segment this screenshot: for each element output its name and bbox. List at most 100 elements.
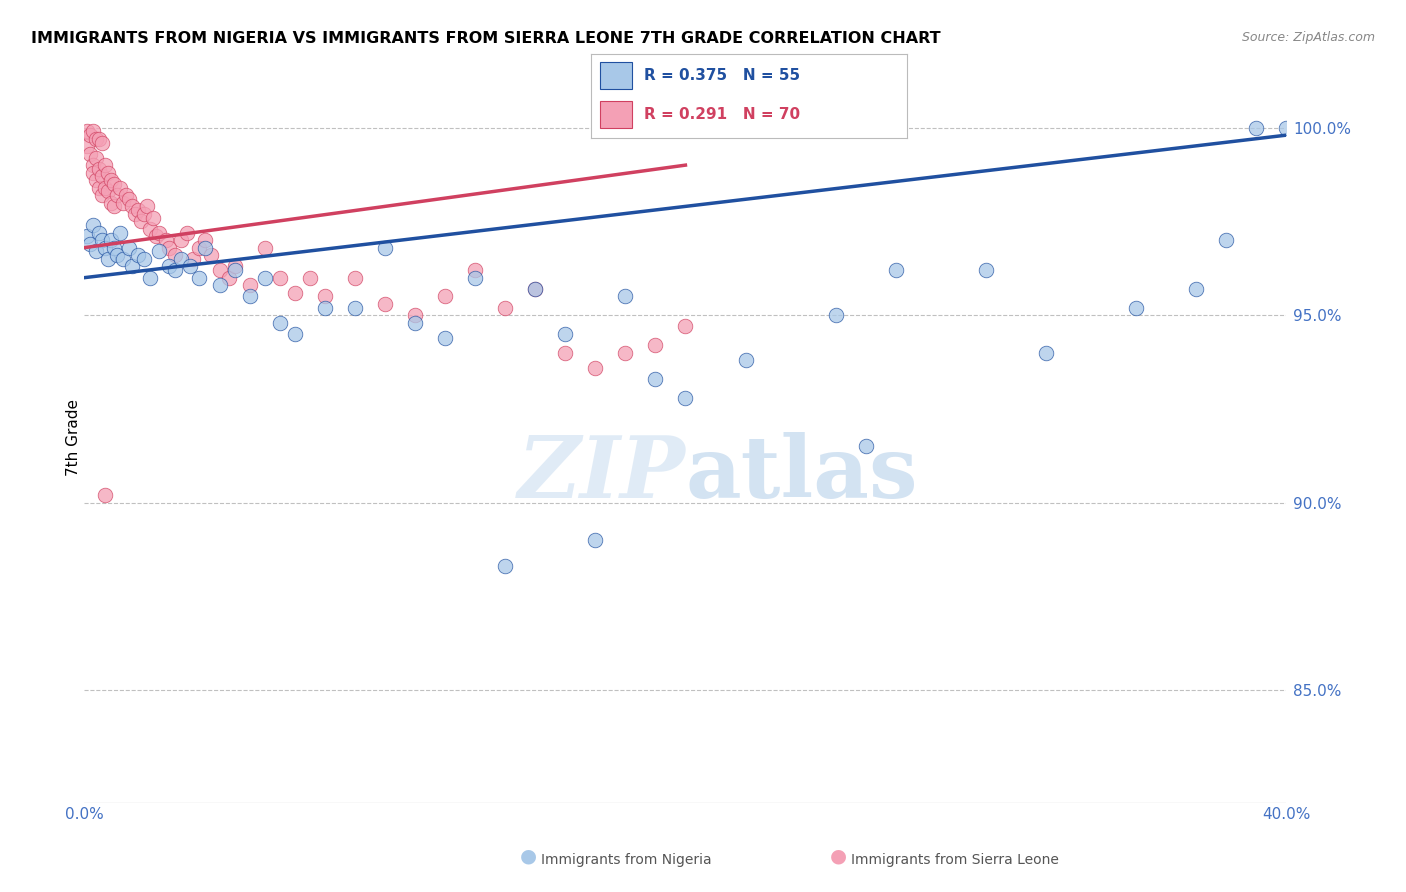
Point <box>224 260 246 274</box>
Point <box>179 260 201 274</box>
Point <box>94 488 117 502</box>
Point <box>734 353 756 368</box>
Point <box>131 214 153 228</box>
Point <box>91 136 114 150</box>
Point <box>91 188 114 202</box>
Point <box>76 139 98 153</box>
Point <box>343 270 366 285</box>
Point <box>148 226 170 240</box>
Point <box>404 316 426 330</box>
Point <box>86 151 108 165</box>
Point <box>118 192 141 206</box>
Point <box>298 270 321 285</box>
Point <box>974 263 997 277</box>
Point <box>91 169 114 184</box>
Point <box>269 270 291 285</box>
Bar <box>600 101 631 128</box>
Point <box>187 270 209 285</box>
Point <box>157 260 180 274</box>
Point <box>145 229 167 244</box>
Point <box>79 147 101 161</box>
Point <box>464 270 486 285</box>
Point <box>675 319 697 334</box>
Point <box>434 289 457 303</box>
Point <box>107 248 129 262</box>
Point <box>239 278 262 293</box>
Point <box>374 297 396 311</box>
Text: ZIP: ZIP <box>517 432 686 516</box>
Point <box>239 289 262 303</box>
Point <box>142 211 165 225</box>
Point <box>1215 233 1237 247</box>
Point <box>404 308 426 322</box>
Point <box>163 248 186 262</box>
Point <box>524 282 547 296</box>
Point <box>86 173 108 187</box>
Point <box>124 207 146 221</box>
Point <box>139 222 162 236</box>
Point <box>169 252 191 266</box>
Point <box>97 252 120 266</box>
Point <box>103 177 125 191</box>
Point <box>494 559 516 574</box>
Point <box>115 188 138 202</box>
Point <box>374 241 396 255</box>
Point <box>1246 120 1268 135</box>
Point <box>121 199 143 213</box>
Point <box>554 345 576 359</box>
Point <box>94 241 117 255</box>
Bar <box>600 62 631 89</box>
Point <box>614 345 637 359</box>
Y-axis label: 7th Grade: 7th Grade <box>66 399 80 475</box>
Point <box>194 241 217 255</box>
Point <box>194 233 217 247</box>
Point <box>86 132 108 146</box>
Point <box>284 326 307 341</box>
Point <box>157 241 180 255</box>
Point <box>208 263 231 277</box>
Point <box>224 263 246 277</box>
Point <box>79 128 101 142</box>
Point <box>253 241 276 255</box>
Text: R = 0.375   N = 55: R = 0.375 N = 55 <box>644 68 800 83</box>
Point <box>100 195 122 210</box>
Point <box>97 185 120 199</box>
Text: ●: ● <box>520 847 537 865</box>
Point <box>284 285 307 300</box>
Point <box>187 241 209 255</box>
Point <box>314 289 336 303</box>
Text: atlas: atlas <box>686 432 918 516</box>
Point <box>464 263 486 277</box>
Point <box>176 226 198 240</box>
Point <box>89 180 111 194</box>
Point <box>91 233 114 247</box>
Point <box>82 218 104 232</box>
Point <box>100 233 122 247</box>
Point <box>583 533 606 548</box>
Point <box>200 248 222 262</box>
Point <box>118 241 141 255</box>
Point <box>269 316 291 330</box>
Point <box>86 244 108 259</box>
Point <box>524 282 547 296</box>
Point <box>134 252 156 266</box>
Point <box>208 278 231 293</box>
Point <box>127 203 149 218</box>
Point <box>94 158 117 172</box>
Point <box>155 233 177 247</box>
Point <box>614 289 637 303</box>
Point <box>79 236 101 251</box>
Point <box>554 326 576 341</box>
Point <box>884 263 907 277</box>
Point <box>121 260 143 274</box>
Point <box>1185 282 1208 296</box>
Point <box>644 338 666 352</box>
Point <box>82 158 104 172</box>
Text: Immigrants from Sierra Leone: Immigrants from Sierra Leone <box>851 853 1059 867</box>
Point <box>583 360 606 375</box>
Point <box>169 233 191 247</box>
Point <box>89 132 111 146</box>
Point <box>1275 120 1298 135</box>
Point <box>218 270 240 285</box>
Text: ●: ● <box>830 847 846 865</box>
